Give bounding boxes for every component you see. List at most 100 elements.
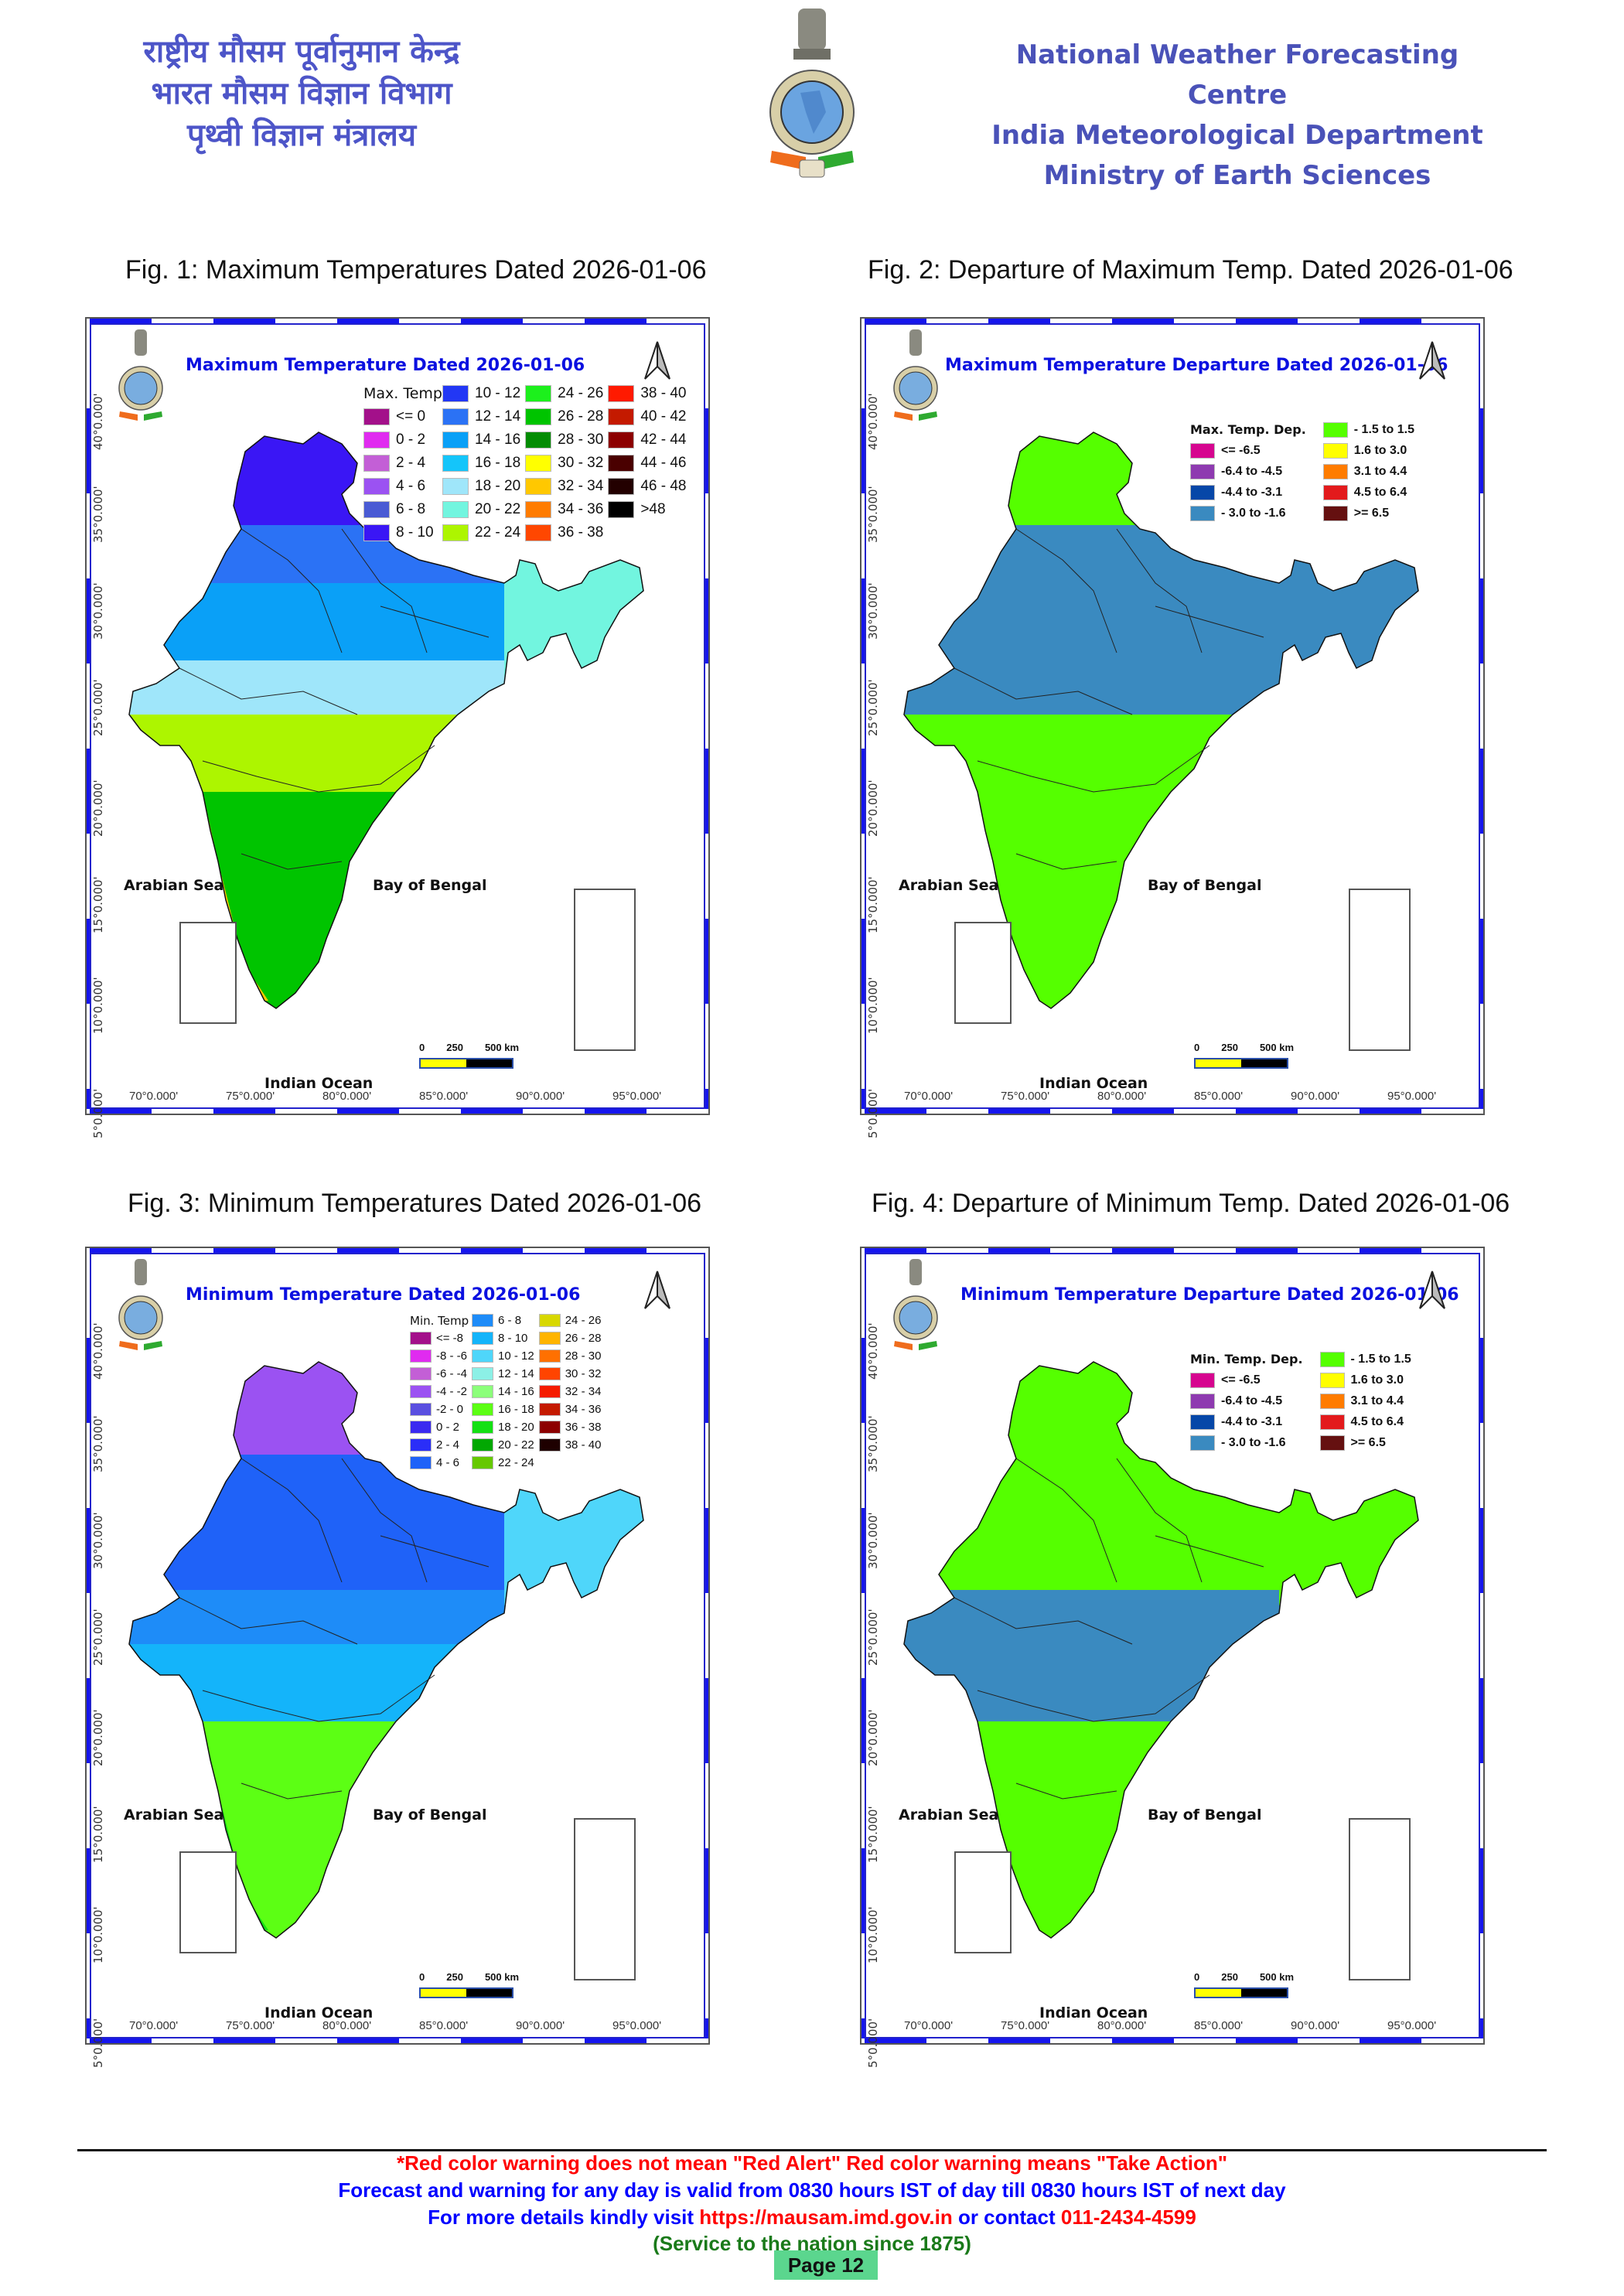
legend-label: 42 - 44	[640, 432, 687, 448]
legend-item: -4.4 to -3.1	[1190, 1411, 1303, 1432]
map-legend: Max. Temp. Dep. <= -6.5 -6.4 to -4.5 -4.4 t…	[1190, 419, 1414, 524]
legend-label: 28 - 30	[565, 1349, 602, 1363]
legend-swatch	[442, 408, 469, 425]
english-line-1: National Weather Forecasting Centre	[1015, 39, 1459, 111]
arabian-sea-label: Arabian Sea	[899, 1806, 999, 1823]
map-panel-1: Maximum Temperature Dated 2026-01-06 Max…	[85, 317, 710, 1138]
legend-item: 38 - 40	[538, 1436, 601, 1454]
legend-label: 18 - 20	[498, 1421, 534, 1434]
legend-item: 20 - 22	[442, 498, 520, 521]
scale-label: 250	[446, 1971, 463, 1983]
longitude-label: 75°0.000'	[1001, 1090, 1050, 1103]
map-frame	[865, 323, 1480, 1109]
legend-label: 0 - 2	[436, 1421, 460, 1434]
legend-swatch	[538, 1314, 561, 1327]
latitude-label: 25°0.000'	[91, 1609, 105, 1666]
scale-bar: 0 250 500 km	[419, 1042, 558, 1069]
legend-swatch	[363, 432, 390, 449]
state-border	[1116, 528, 1203, 653]
frame-ticks	[1480, 323, 1483, 1109]
andaman-nicobar-inset	[574, 1818, 636, 1980]
longitude-label: 70°0.000'	[129, 2019, 179, 2032]
latitude-label: 5°0.000'	[91, 2018, 105, 2068]
legend-swatch	[472, 1385, 494, 1398]
scale-label: 250	[1221, 1042, 1238, 1053]
legend-label: 3.1 to 4.4	[1353, 464, 1407, 478]
legend-swatch	[472, 1367, 494, 1380]
legend-item: 6 - 8	[363, 498, 438, 521]
legend-swatch	[442, 432, 469, 449]
legend-swatch	[472, 1349, 494, 1363]
frame-ticks	[90, 2038, 705, 2043]
frame-ticks	[705, 323, 708, 1109]
figure-caption: Fig. 4: Departure of Minimum Temp. Dated…	[872, 1189, 1510, 1218]
legend-swatch	[1322, 421, 1348, 438]
latitude-label: 10°0.000'	[866, 1906, 880, 1963]
scale-label: 0	[419, 1042, 425, 1053]
lakshadweep-inset	[954, 1851, 1012, 1953]
legend-swatch	[538, 1403, 561, 1416]
map-region-northeast	[504, 552, 643, 676]
scale-label: 500 km	[1259, 1042, 1295, 1053]
state-border	[1015, 528, 1117, 653]
longitude-label: 90°0.000'	[516, 2019, 565, 2032]
legend-item: 30 - 32	[538, 1365, 602, 1383]
legend-item: 12 - 14	[472, 1365, 534, 1383]
frame-ticks	[1480, 1253, 1483, 2038]
legend-item: 3.1 to 4.4	[1322, 461, 1414, 482]
legend-swatch	[442, 524, 469, 541]
legend-label: 0 - 2	[396, 432, 426, 448]
state-border	[179, 667, 358, 715]
legend-item: -6.4 to -4.5	[1190, 1390, 1303, 1411]
legend-label: 2 - 4	[436, 1438, 460, 1452]
legend-item: 32 - 34	[525, 475, 603, 498]
legend-item: -8 - -6	[410, 1347, 467, 1365]
legend-label: 22 - 24	[475, 524, 521, 541]
hindi-header: राष्ट्रीय मौसम पूर्वानुमान केन्द्र भारत …	[85, 31, 518, 156]
legend-swatch	[363, 501, 390, 518]
state-border	[1015, 853, 1117, 870]
legend-swatch	[1190, 484, 1215, 500]
hindi-line-2: भारत मौसम विज्ञान विभाग	[151, 76, 452, 111]
legend-label: 6 - 8	[396, 501, 426, 517]
map-legend: Min. Temp <= -8 -8 - -6 -6 - -4 -4 - -2 -2 - …	[410, 1312, 606, 1472]
frame-ticks	[861, 323, 865, 1109]
legend-label: 6 - 8	[498, 1314, 522, 1327]
north-arrow-icon	[1417, 1270, 1448, 1310]
legend-label: -4.4 to -3.1	[1221, 1414, 1283, 1428]
map-region-central	[904, 715, 1418, 792]
legend-item: 4 - 6	[363, 475, 438, 498]
legend-label: 24 - 26	[558, 385, 604, 401]
map-panel-3: Minimum Temperature Dated 2026-01-06 Min…	[85, 1247, 710, 2068]
latitude-label: 10°0.000'	[91, 1906, 105, 1963]
longitude-label: 80°0.000'	[1097, 1090, 1147, 1103]
legend-label: -4 - -2	[436, 1385, 468, 1398]
legend-swatch	[538, 1385, 561, 1398]
longitude-label: 80°0.000'	[322, 1090, 372, 1103]
legend-swatch	[472, 1314, 494, 1327]
legend-label: 30 - 32	[565, 1367, 602, 1380]
legend-item: 1.6 to 3.0	[1319, 1370, 1411, 1390]
legend-swatch	[1319, 1393, 1345, 1409]
legend-item: 2 - 4	[363, 452, 438, 475]
legend-item: 22 - 24	[442, 521, 520, 544]
scale-label: 250	[446, 1042, 463, 1053]
legend-item: 8 - 10	[472, 1329, 534, 1347]
legend-item: -4 - -2	[410, 1383, 467, 1400]
state-border	[202, 745, 435, 793]
imd-emblem-icon	[118, 1257, 164, 1358]
legend-swatch	[525, 432, 552, 449]
legend-swatch	[363, 478, 390, 495]
arabian-sea-label: Arabian Sea	[899, 877, 999, 894]
legend-item: 46 - 48	[608, 475, 686, 498]
legend-swatch	[1190, 505, 1215, 521]
legend-item: 0 - 2	[410, 1418, 467, 1436]
legend-item: >48	[608, 498, 686, 521]
longitude-label: 90°0.000'	[1291, 2019, 1340, 2032]
legend-swatch	[525, 478, 552, 495]
legend-swatch	[608, 408, 635, 425]
scale-label: 500 km	[484, 1971, 520, 1983]
legend-swatch	[538, 1349, 561, 1363]
figure-caption: Fig. 2: Departure of Maximum Temp. Dated…	[868, 255, 1513, 285]
website-link[interactable]: https://mausam.imd.gov.in	[699, 2206, 953, 2229]
